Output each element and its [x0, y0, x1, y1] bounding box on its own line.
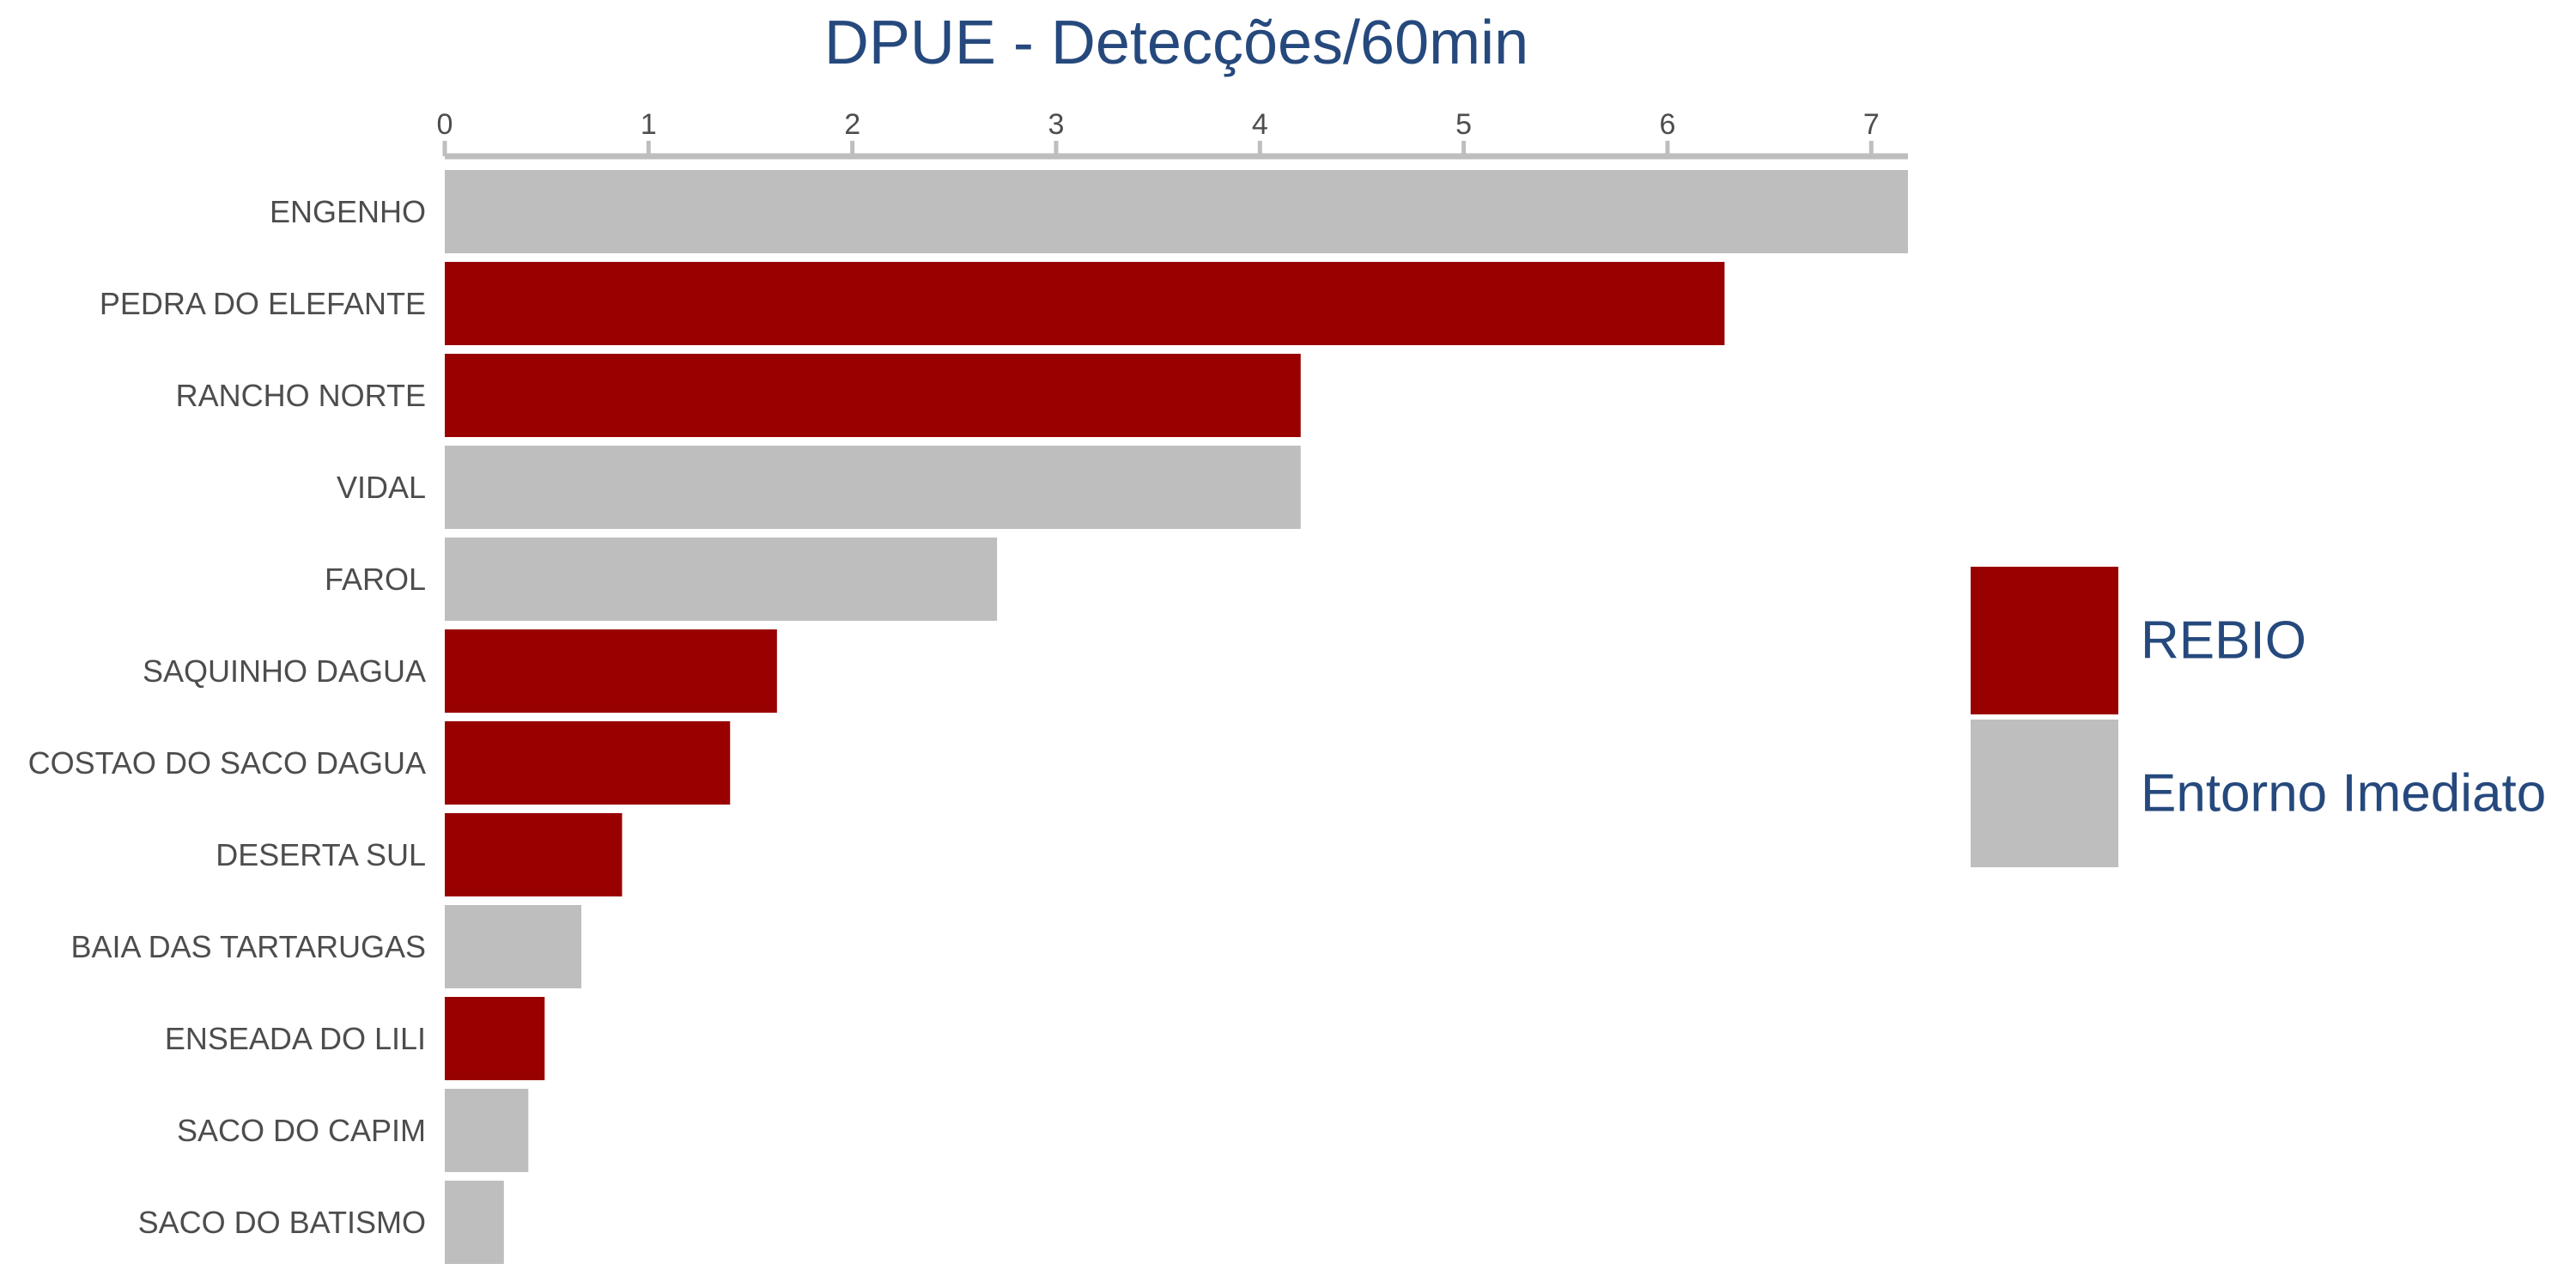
x-tick-label: 2 — [844, 108, 860, 141]
bar-pedra-do-elefante — [445, 262, 1725, 345]
x-tick-label: 0 — [437, 108, 453, 141]
category-label-rancho-norte: RANCHO NORTE — [176, 378, 426, 413]
bar-baia-das-tartarugas — [445, 905, 582, 988]
category-label-costao-do-saco-dagua: COSTAO DO SACO DAGUA — [28, 745, 426, 781]
category-label-deserta-sul: DESERTA SUL — [216, 837, 426, 872]
legend-label-rebio: REBIO — [2141, 611, 2306, 671]
category-label-pedra-do-elefante: PEDRA DO ELEFANTE — [100, 286, 426, 321]
bar-farol — [445, 538, 998, 621]
legend-swatch-rebio — [1971, 567, 2118, 714]
bar-enseada-do-lili — [445, 997, 545, 1080]
x-tick-label: 1 — [641, 108, 657, 141]
bar-vidal — [445, 446, 1301, 529]
bar-saquinho-dagua — [445, 629, 777, 713]
category-labels: ENGENHO PEDRA DO ELEFANTE RANCHO NORTE VIDA… — [28, 194, 426, 1240]
category-label-enseada-do-lili: ENSEADA DO LILI — [165, 1021, 426, 1056]
legend: REBIO Entorno Imediato — [1971, 567, 2546, 867]
bar-costao-do-saco-dagua — [445, 721, 731, 805]
category-label-saquinho-dagua: SAQUINHO DAGUA — [143, 653, 426, 689]
category-label-saco-do-batismo: SACO DO BATISMO — [138, 1205, 426, 1240]
x-axis: 0 1 2 3 4 5 6 7 — [437, 108, 1908, 160]
bar-engenho — [445, 170, 1908, 253]
x-tick-label: 4 — [1252, 108, 1268, 141]
bar-saco-do-capim — [445, 1089, 529, 1172]
category-label-engenho: ENGENHO — [270, 194, 426, 229]
bar-deserta-sul — [445, 813, 623, 896]
bars — [445, 170, 1908, 1264]
category-label-vidal: VIDAL — [337, 470, 426, 505]
x-tick-label: 7 — [1863, 108, 1880, 141]
category-label-baia-das-tartarugas: BAIA DAS TARTARUGAS — [71, 929, 426, 964]
chart-title: DPUE - Detecções/60min — [824, 9, 1528, 77]
x-tick-label: 6 — [1659, 108, 1675, 141]
category-label-farol: FAROL — [325, 562, 426, 597]
bar-saco-do-batismo — [445, 1181, 504, 1264]
category-label-saco-do-capim: SACO DO CAPIM — [177, 1113, 426, 1148]
bar-rancho-norte — [445, 354, 1301, 437]
x-tick-label: 3 — [1048, 108, 1065, 141]
legend-swatch-entorno-imediato — [1971, 720, 2118, 867]
x-tick-label: 5 — [1455, 108, 1472, 141]
legend-label-entorno-imediato: Entorno Imediato — [2141, 764, 2546, 823]
